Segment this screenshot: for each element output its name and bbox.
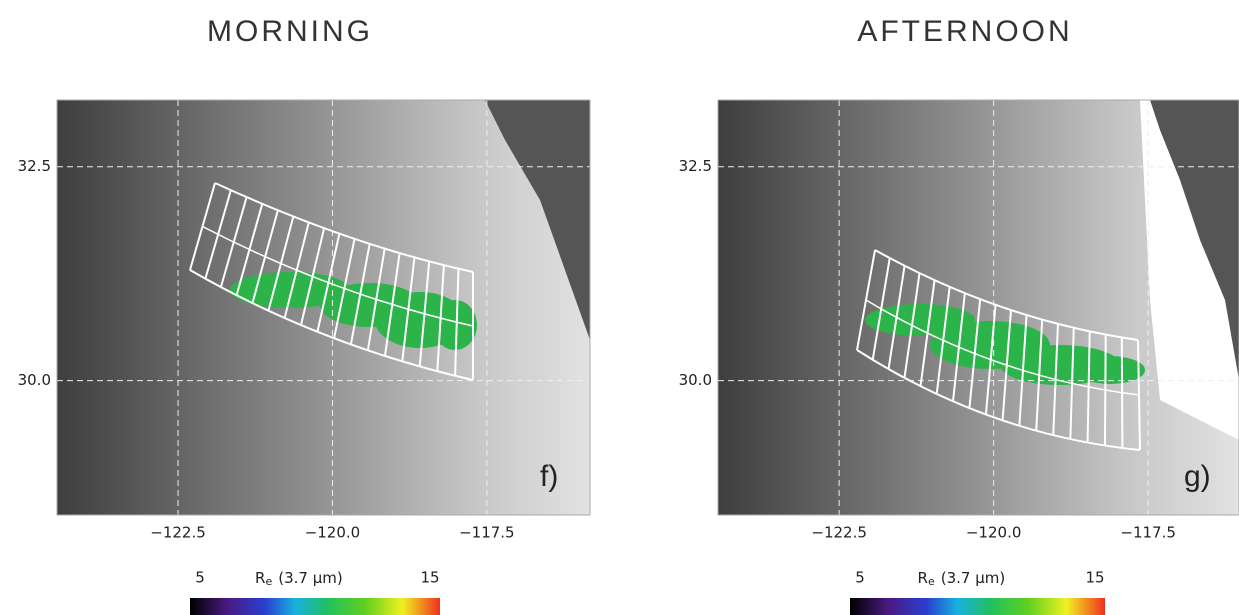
colorbar — [850, 598, 1105, 615]
x-tick-label: −120.0 — [966, 524, 1022, 542]
panel-label: g) — [1184, 460, 1211, 493]
satellite-image — [57, 100, 590, 515]
colorbar-label-part: e — [265, 575, 272, 588]
colorbar-label: Re (3.7 μm) — [918, 569, 1006, 589]
colorbar-label-part: e — [928, 575, 935, 588]
figure: MORNING −122.5 −120.0 −117.5 30.0 32.5 f) 5 15 Re… — [0, 0, 1239, 615]
x-tick-label: −122.5 — [150, 524, 206, 542]
colorbar-tick-label: 15 — [1085, 569, 1104, 587]
swath-rib — [1105, 335, 1106, 446]
colorbar-label-part: R — [918, 569, 928, 587]
satellite-image — [718, 100, 1239, 515]
panel-title: AFTERNOON — [857, 15, 1072, 48]
colorbar-label: Re (3.7 μm) — [255, 569, 343, 589]
swath-rib — [1122, 337, 1123, 448]
colorbar-tick-label: 15 — [420, 569, 439, 587]
y-tick-label: 32.5 — [18, 157, 51, 175]
x-tick-label: −117.5 — [1120, 524, 1176, 542]
colorbar-tick-label: 5 — [855, 569, 865, 587]
colorbar — [190, 598, 440, 615]
colorbar-label-part: (3.7 μm) — [278, 569, 342, 587]
y-tick-label: 32.5 — [679, 157, 712, 175]
cloud-retrieval — [1075, 356, 1145, 384]
y-tick-label: 30.0 — [18, 371, 51, 389]
colorbar-label-part: R — [255, 569, 265, 587]
panel-title: MORNING — [207, 15, 373, 48]
colorbar-tick-label: 5 — [195, 569, 205, 587]
panel-label: f) — [540, 460, 558, 493]
x-tick-label: −117.5 — [459, 524, 515, 542]
colorbar-label-part: (3.7 μm) — [941, 569, 1005, 587]
x-tick-label: −120.0 — [305, 524, 361, 542]
x-tick-label: −122.5 — [811, 524, 867, 542]
y-tick-label: 30.0 — [679, 371, 712, 389]
